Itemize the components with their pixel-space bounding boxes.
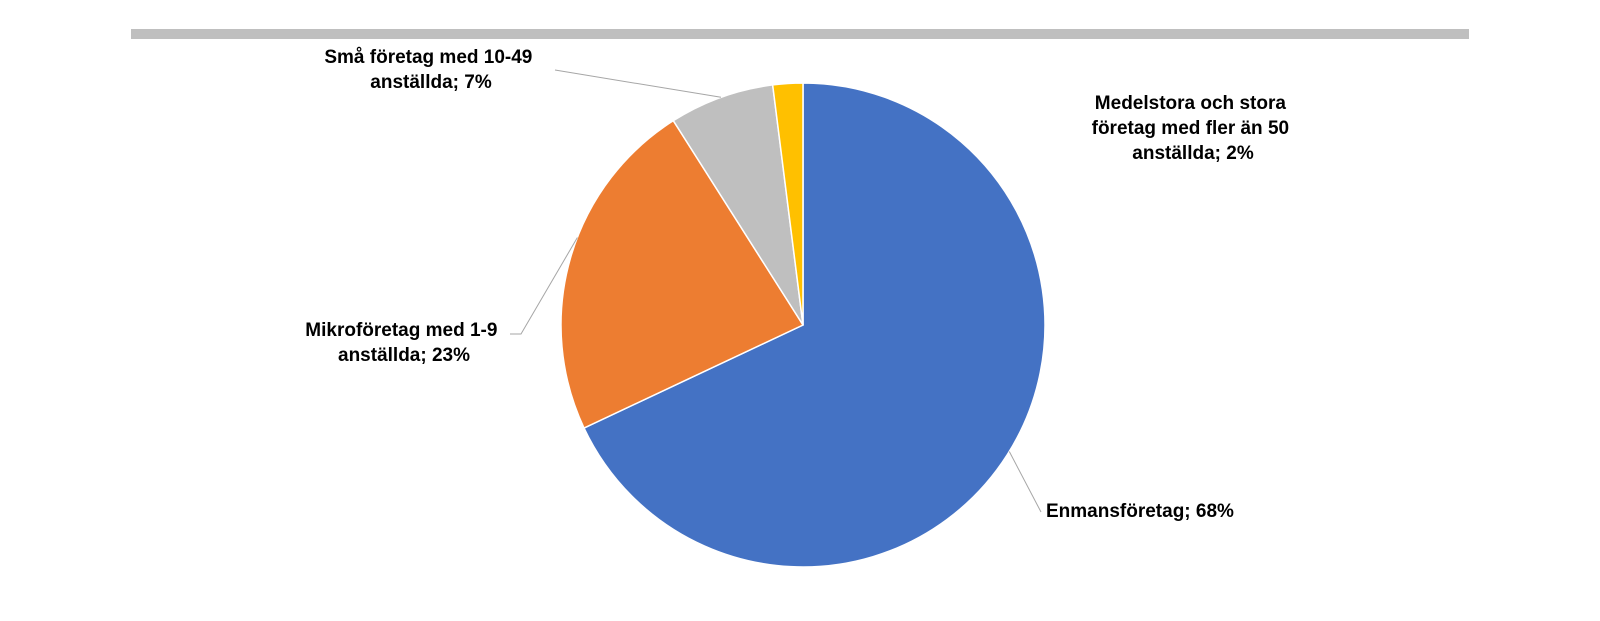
slice-mikroforetag — [560, 119, 805, 430]
slice-enmansforetag — [583, 82, 1046, 568]
data-labels: Enmansföretag; 68% Mikroföretag med 1-9 … — [305, 47, 1295, 522]
data-label-medelstora-foretag: Medelstora och stora företag med fler än… — [1092, 93, 1295, 164]
slice-sma-foretag — [672, 84, 804, 326]
header-bar — [131, 29, 1469, 39]
data-label-mikroforetag: Mikroföretag med 1-9 anställda; 23% — [305, 320, 502, 366]
data-label-sma-foretag: Små företag med 10-49 anställda; 7% — [324, 47, 537, 93]
leader-mikroforetag — [510, 237, 578, 335]
data-label-enmansforetag: Enmansföretag; 68% — [1046, 501, 1234, 522]
leader-lines — [510, 69, 1042, 513]
leader-enmansforetag — [1008, 451, 1042, 513]
pie-slices — [560, 82, 1046, 568]
slice-medelstora-foretag — [771, 82, 804, 326]
leader-sma-foretag — [554, 69, 722, 98]
